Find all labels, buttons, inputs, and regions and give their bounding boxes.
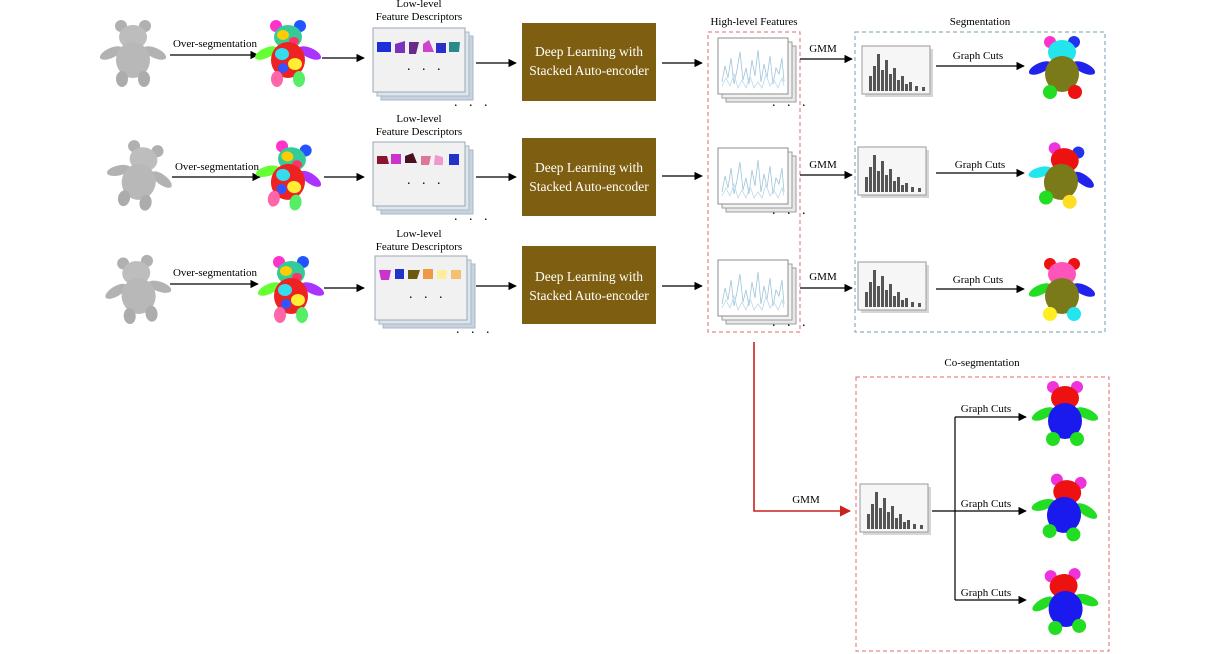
deep-learning-label-line1: Deep Learning with [535, 269, 643, 284]
deep-learning-label-line2: Stacked Auto-encoder [529, 179, 649, 194]
co-segmentation-title: Co-segmentation [944, 357, 1020, 369]
high-level-features-title: High-level Features [710, 16, 797, 28]
gmm-label: GMM [809, 159, 837, 171]
ellipsis: . . . [409, 287, 447, 302]
segmentation-frame [854, 31, 1106, 333]
histogram-icon [857, 261, 930, 314]
histogram-icon [857, 146, 930, 199]
segmented-bear-icon [1027, 36, 1097, 99]
co-segmentation-branch: GMM Graph Cuts Graph Cuts Graph Cuts [753, 342, 1105, 637]
pipeline-row-3: Over-segmentation Low-level Feature Desc… [99, 228, 1097, 337]
patch-colored-bear-icon [248, 136, 330, 215]
low-level-label-line1: Low-level [396, 0, 441, 10]
low-level-label-line1: Low-level [396, 228, 441, 240]
low-level-label-line2: Feature Descriptors [376, 11, 462, 23]
deep-learning-label-line1: Deep Learning with [535, 160, 643, 175]
co-segmentation-frame [855, 376, 1110, 652]
low-level-label-line2: Feature Descriptors [376, 241, 462, 253]
over-segmentation-label: Over-segmentation [175, 161, 260, 173]
high-level-features-frame [707, 31, 801, 333]
deep-learning-label-line2: Stacked Auto-encoder [529, 288, 649, 303]
line-plot-stack-icon [717, 37, 797, 103]
plot-ellipsis: . . . [772, 203, 810, 218]
graph-cuts-label: Graph Cuts [961, 587, 1011, 599]
graph-cuts-label: Graph Cuts [953, 50, 1003, 62]
deep-learning-label-line2: Stacked Auto-encoder [529, 63, 649, 78]
histogram-icon [861, 45, 934, 98]
deep-learning-box [522, 138, 656, 216]
plot-ellipsis: . . . [772, 315, 810, 330]
graph-cuts-label: Graph Cuts [961, 498, 1011, 510]
gmm-label: GMM [809, 43, 837, 55]
deep-learning-label-line1: Deep Learning with [535, 44, 643, 59]
segmented-bear-icon [1027, 566, 1103, 637]
low-level-label-line1: Low-level [396, 113, 441, 125]
segmented-bear-icon [1025, 470, 1105, 545]
stack-ellipsis: . . . [454, 95, 492, 110]
over-segmentation-label: Over-segmentation [173, 267, 258, 279]
gmm-label: GMM [809, 271, 837, 283]
stack-ellipsis: . . . [456, 322, 494, 337]
deep-learning-box [522, 246, 656, 324]
pipeline-row-2: Over-segmentation Low-level Feature Desc… [98, 113, 1103, 224]
red-arrow [753, 342, 852, 517]
teddy-bear-mesh-icon [98, 135, 182, 216]
graph-cuts-label: Graph Cuts [953, 274, 1003, 286]
deep-learning-box [522, 23, 656, 101]
gmm-label: GMM [792, 494, 820, 506]
histogram-icon [859, 483, 932, 536]
stack-ellipsis: . . . [454, 209, 492, 224]
low-level-label-line2: Feature Descriptors [376, 126, 462, 138]
segmented-bear-icon [1030, 381, 1100, 446]
ellipsis: . . . [407, 173, 445, 188]
plot-ellipsis: . . . [772, 95, 810, 110]
over-segmentation-label: Over-segmentation [173, 38, 258, 50]
feature-descriptor-stack-icon: . . . [372, 141, 474, 215]
graph-cuts-label: Graph Cuts [955, 159, 1005, 171]
teddy-bear-mesh-icon [99, 252, 177, 327]
segmented-bear-icon [1027, 258, 1097, 321]
segmentation-title: Segmentation [950, 16, 1011, 28]
patch-colored-bear-icon [253, 20, 323, 87]
feature-descriptor-stack-icon: . . . [372, 27, 474, 101]
feature-descriptor-stack-icon: . . . [374, 255, 476, 329]
patch-colored-bear-icon [256, 256, 326, 323]
segmented-bear-icon [1022, 138, 1103, 213]
graph-cuts-label: Graph Cuts [961, 403, 1011, 415]
ellipsis: . . . [407, 59, 445, 74]
pipeline-row-1: Over-segmentation Low-level Feature Desc… [98, 0, 1097, 110]
teddy-bear-mesh-icon [98, 20, 168, 87]
